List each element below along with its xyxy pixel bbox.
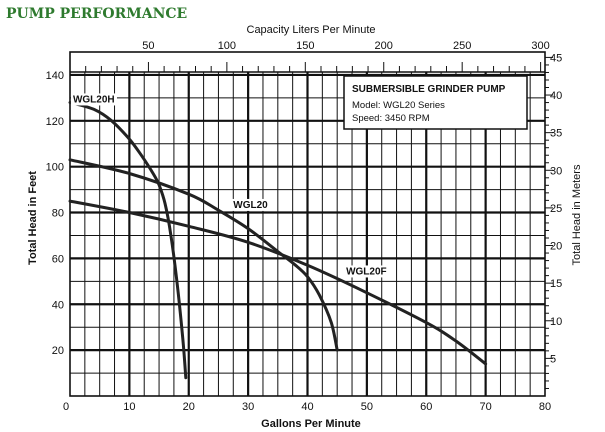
legend-model: Model: WGL20 Series (352, 100, 445, 111)
curve-label-bg (231, 198, 271, 211)
y-tick-label: 60 (52, 253, 64, 265)
y-axis-title: Total Head in Feet (27, 171, 39, 265)
curves: WGL20H WGL20 WGL20F (68, 93, 488, 380)
top-tick-label: 300 (531, 40, 549, 52)
right-tick-label: 25 (550, 203, 562, 215)
y-tick-label: 20 (52, 345, 64, 357)
right-tick-label: 10 (550, 316, 562, 328)
right-tick-label: 30 (550, 165, 562, 177)
x-tick-label: 20 (183, 401, 195, 413)
curve-label-wgl20h: WGL20H (73, 94, 115, 105)
legend-speed: Speed: 3450 RPM (352, 113, 430, 124)
curve-wgl20 (68, 158, 339, 352)
right-tick-label: 15 (550, 278, 562, 290)
legend-title: SUBMERSIBLE GRINDER PUMP (352, 84, 506, 95)
x-axis-title: Gallons Per Minute (261, 418, 361, 430)
x-tick-label: 50 (361, 401, 373, 413)
curve-wgl20h (68, 101, 188, 380)
y-tick-label: 100 (46, 162, 64, 174)
top-tick-label: 250 (453, 40, 471, 52)
right-tick-label: 35 (550, 128, 562, 140)
legend-box: SUBMERSIBLE GRINDER PUMP Model: WGL20 Se… (343, 75, 528, 130)
x-tick-label: 10 (123, 401, 135, 413)
y-tick-label: 120 (46, 116, 64, 128)
curve-label-wgl20: WGL20 (233, 200, 268, 211)
x-tick-label: 70 (480, 401, 492, 413)
page-title: PUMP PERFORMANCE (6, 6, 187, 22)
curve-label-bg (70, 93, 117, 106)
right-axis-title: Total Head in Meters (571, 164, 583, 265)
right-tick-label: 45 (550, 52, 562, 64)
curve-label-wgl20f: WGL20F (346, 266, 387, 277)
grid (69, 51, 553, 397)
tick-labels: 0 10 20 30 40 50 60 70 80 20 40 60 80 100 120 140 50 100 1… (46, 40, 563, 413)
x-tick-label: 0 (63, 401, 69, 413)
y-tick-label: 40 (52, 299, 64, 311)
top-tick-label: 50 (142, 40, 154, 52)
x-tick-label: 30 (242, 401, 254, 413)
y-tick-label: 80 (52, 208, 64, 220)
x-tick-label: 80 (539, 401, 551, 413)
top-tick-label: 150 (296, 40, 314, 52)
x-tick-label: 60 (420, 401, 432, 413)
right-tick-label: 20 (550, 241, 562, 253)
top-tick-label: 200 (375, 40, 393, 52)
right-tick-label: 40 (550, 90, 562, 102)
top-tick-label: 100 (218, 40, 236, 52)
top-axis-title: Capacity Liters Per Minute (247, 24, 376, 36)
right-tick-label: 5 (550, 353, 556, 365)
curve-label-bg (344, 265, 391, 278)
y-tick-label: 140 (46, 70, 64, 82)
x-tick-label: 40 (301, 401, 313, 413)
curve-wgl20f (68, 199, 488, 366)
